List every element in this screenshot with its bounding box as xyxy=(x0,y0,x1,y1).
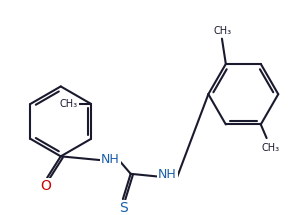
Text: S: S xyxy=(120,201,128,215)
Text: CH₃: CH₃ xyxy=(261,143,280,153)
Text: NH: NH xyxy=(101,153,120,166)
Text: O: O xyxy=(40,180,51,194)
Text: CH₃: CH₃ xyxy=(214,26,232,36)
Text: NH: NH xyxy=(158,168,177,181)
Text: CH₃: CH₃ xyxy=(60,99,78,109)
